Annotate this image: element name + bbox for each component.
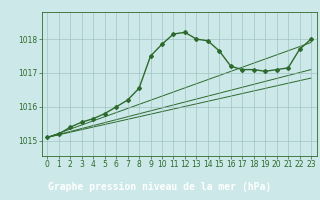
Text: Graphe pression niveau de la mer (hPa): Graphe pression niveau de la mer (hPa) [48,182,272,192]
